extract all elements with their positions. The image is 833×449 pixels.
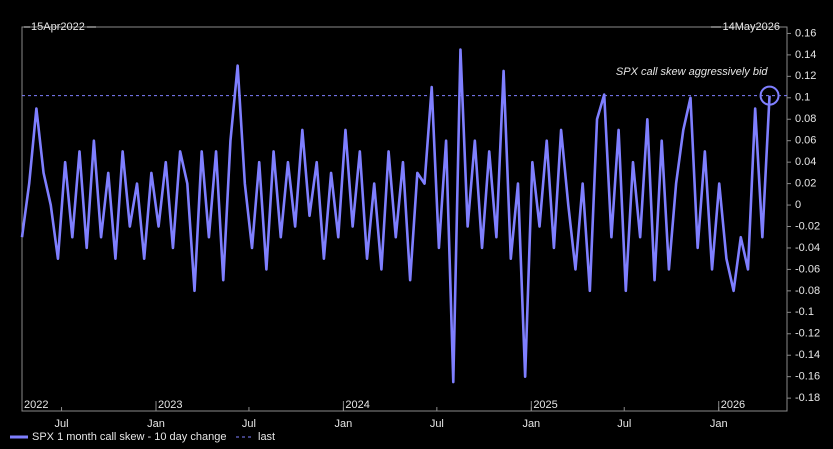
y-tick-label: 0.1 [795,92,810,104]
x-tick-label: Jan [710,418,728,430]
legend-label: last [258,431,275,443]
y-tick-label: 0.06 [795,135,816,147]
year-label: 2026 [721,399,745,411]
legend-label: SPX 1 month call skew - 10 day change [32,431,226,443]
y-tick-label: -0.12 [795,328,820,340]
x-tick-label: Jul [430,418,444,430]
x-tick-label: Jul [242,418,256,430]
x-tick-label: Jan [335,418,353,430]
y-tick-label: 0.04 [795,156,816,168]
y-tick-label: -0.04 [795,242,820,254]
y-tick-label: 0.02 [795,178,816,190]
y-tick-label: 0.14 [795,49,816,61]
plot-frame [21,26,788,412]
y-tick-label: -0.14 [795,349,820,361]
y-tick-label: 0.12 [795,70,816,82]
start-label: 15Apr2022 [31,21,85,33]
last-highlight [759,85,780,106]
series-line [20,48,771,384]
x-tick-label: Jan [147,418,165,430]
x-tick-label: Jul [55,418,69,430]
year-label: 2025 [533,399,557,411]
x-tick-label: Jul [617,418,631,430]
x-tick-label: Jan [522,418,540,430]
year-label: 2024 [345,399,369,411]
y-tick-label: -0.1 [795,306,814,318]
y-tick-label: -0.08 [795,285,820,297]
y-tick-label: -0.18 [795,392,820,404]
y-tick-label: -0.06 [795,263,820,275]
y-tick-label: -0.16 [795,371,820,383]
y-tick-label: 0 [795,199,801,211]
y-tick-label: 0.08 [795,113,816,125]
annotation: SPX call skew aggressively bid [616,66,769,78]
year-label: 2023 [158,399,182,411]
end-label: 14May2026 [723,21,781,33]
y-tick-label: 0.16 [795,27,816,39]
y-tick-label: -0.02 [795,220,820,232]
year-label: 2022 [24,399,48,411]
